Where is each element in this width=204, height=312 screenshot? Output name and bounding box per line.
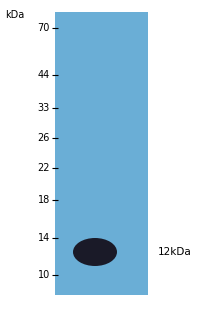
Bar	[55, 12, 147, 295]
Text: kDa: kDa	[5, 10, 24, 20]
Text: 33: 33	[38, 103, 50, 113]
Text: 70: 70	[38, 23, 50, 33]
Text: 18: 18	[38, 195, 50, 205]
Text: 12kDa: 12kDa	[157, 247, 191, 257]
Text: 26: 26	[38, 133, 50, 143]
Text: 44: 44	[38, 70, 50, 80]
Ellipse shape	[73, 238, 116, 266]
Text: 22: 22	[37, 163, 50, 173]
Text: 14: 14	[38, 233, 50, 243]
Text: 10: 10	[38, 270, 50, 280]
